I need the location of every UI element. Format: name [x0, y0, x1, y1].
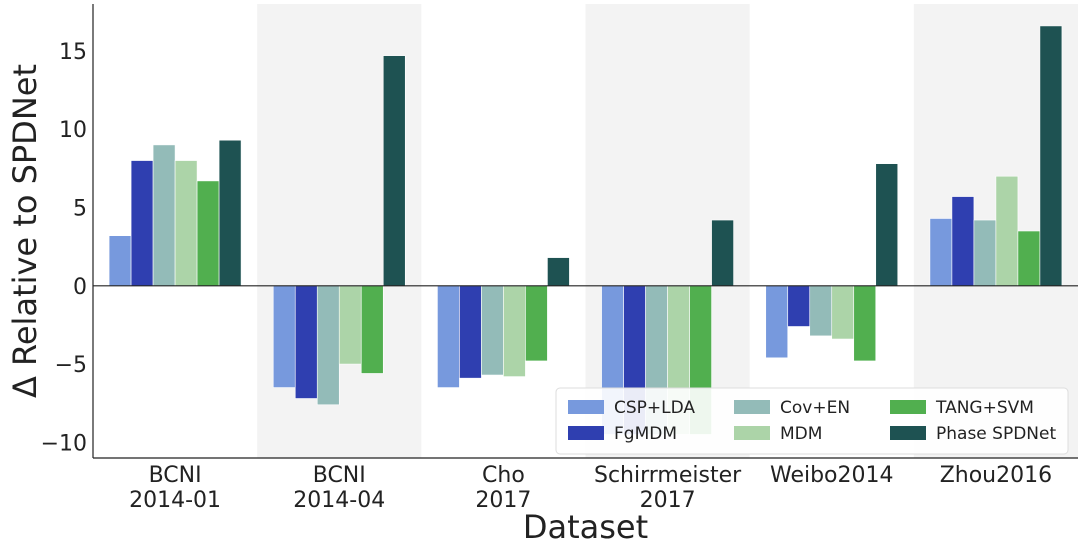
legend-swatch	[568, 426, 604, 440]
y-axis-title: Δ Relative to SPDNet	[6, 64, 44, 398]
bar-cov-en-2	[481, 285, 504, 376]
bar-mdm-5	[995, 175, 1019, 287]
bar-phase-spdnet-0	[218, 139, 242, 287]
y-tick-label: −10	[41, 431, 87, 456]
x-tick-label-line2: 2014-01	[129, 488, 221, 513]
legend-label: Phase SPDNet	[936, 424, 1056, 444]
y-tick-label: −5	[55, 353, 87, 378]
legend-swatch	[568, 400, 604, 414]
x-tick-label: Zhou2016	[940, 463, 1052, 488]
bar-csp-lda-2	[437, 285, 460, 388]
bar-cov-en-5	[973, 219, 997, 287]
bar-phase-spdnet-1	[382, 55, 406, 287]
legend-label: FgMDM	[614, 424, 677, 444]
axes	[92, 4, 1078, 459]
y-tick-label: 10	[59, 118, 87, 143]
x-tick-label-line2: 2014-04	[293, 488, 385, 513]
bar-tang-svm-4	[853, 285, 877, 362]
y-tick-labels: −10 −5 0 5 10 15	[41, 40, 87, 456]
legend-label: Cov+EN	[780, 398, 850, 418]
legend-swatch	[734, 400, 770, 414]
bar-phase-spdnet-5	[1039, 25, 1063, 287]
bar-cov-en-4	[809, 285, 833, 337]
bar-tang-svm-5	[1017, 230, 1041, 287]
x-tick-label: BCNI	[149, 463, 202, 488]
bar-cov-en-0	[152, 144, 176, 287]
bar-fgmdm-2	[459, 285, 482, 379]
x-tick-label: BCNI	[313, 463, 366, 488]
bar-fgmdm-1	[294, 285, 318, 399]
x-tick-label: Schirrmeister	[594, 463, 742, 488]
bar-csp-lda-5	[929, 218, 953, 287]
bar-cov-en-1	[316, 285, 340, 406]
bar-mdm-0	[174, 160, 198, 287]
x-tick-label-line2: 2017	[640, 488, 696, 513]
bar-csp-lda-0	[108, 235, 132, 287]
bar-fgmdm-0	[130, 160, 154, 287]
bar-phase-spdnet-3	[711, 219, 734, 287]
x-tick-label: Weibo2014	[770, 463, 894, 488]
bar-tang-svm-2	[525, 285, 548, 362]
bar-tang-svm-1	[360, 285, 384, 374]
legend-swatch	[890, 400, 926, 414]
bar-tang-svm-0	[196, 180, 220, 287]
y-tick-label: 15	[59, 40, 87, 65]
legend-swatch	[734, 426, 770, 440]
legend-swatch	[890, 426, 926, 440]
y-tick-label: 5	[73, 197, 87, 222]
y-tick-label: 0	[73, 275, 87, 300]
bar-csp-lda-1	[272, 285, 296, 388]
bar-csp-lda-4	[765, 285, 789, 359]
bar-fgmdm-5	[951, 196, 975, 287]
x-tick-labels: BCNI2014-01BCNI2014-04Cho2017Schirrmeist…	[129, 463, 1052, 513]
x-axis-title: Dataset	[523, 508, 648, 546]
bar-mdm-2	[503, 285, 526, 377]
x-tick-label: Cho	[482, 463, 525, 488]
legend-label: MDM	[780, 424, 822, 444]
x-tick-label-line2: 2017	[475, 488, 531, 513]
legend-label: CSP+LDA	[614, 398, 695, 418]
bar-mdm-4	[831, 285, 855, 340]
legend-label: TANG+SVM	[935, 398, 1034, 418]
bar-phase-spdnet-2	[547, 257, 570, 287]
bar-mdm-1	[338, 285, 362, 365]
bar-phase-spdnet-4	[875, 163, 899, 287]
legend-box	[555, 387, 1069, 455]
bar-fgmdm-4	[787, 285, 811, 327]
legend: CSP+LDA FgMDM Cov+EN MDM TANG+SVM Phase SPDNe…	[555, 387, 1069, 455]
